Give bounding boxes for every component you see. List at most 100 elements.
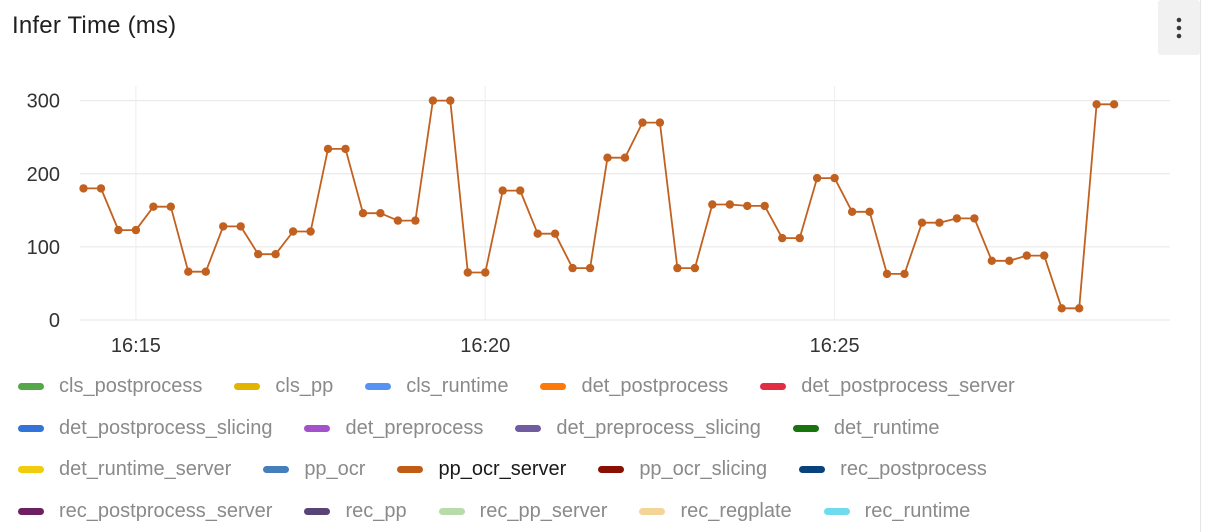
legend-label: det_runtime [833, 416, 940, 439]
data-point [131, 225, 141, 235]
data-point [830, 173, 839, 183]
legend-label: det_postprocess [581, 375, 729, 398]
legend-label: det_preprocess [345, 416, 484, 439]
data-point [428, 96, 438, 105]
legend-label: rec_pp_server [479, 499, 608, 522]
data-point [323, 144, 333, 154]
legend-item-pp_ocr_slicing[interactable]: pp_ocr_slicing [598, 458, 767, 481]
y-tick-label: 200 [27, 164, 60, 186]
legend-label: pp_ocr_server [438, 458, 567, 481]
legend-item-det_runtime[interactable]: det_runtime [792, 416, 940, 440]
legend-swatch [397, 466, 424, 474]
legend-swatch [598, 466, 625, 474]
data-point [1022, 251, 1031, 260]
data-point [725, 200, 734, 209]
data-point [149, 202, 158, 211]
data-point [847, 207, 857, 216]
legend-item-pp_ocr[interactable]: pp_ocr [263, 458, 365, 481]
data-point [393, 216, 403, 225]
data-point [795, 233, 804, 243]
legend-label: pp_ocr_slicing [639, 458, 768, 481]
legend-item-rec_pp[interactable]: rec_pp [304, 500, 407, 523]
legend-item-det_postprocess_slicing[interactable]: det_postprocess_slicing [18, 417, 272, 440]
legend-swatch [760, 383, 787, 391]
legend-item-rec_pp_server[interactable]: rec_pp_server [438, 499, 608, 523]
data-point [778, 233, 787, 243]
legend-item-det_preprocess_slicing[interactable]: det_preprocess_slicing [515, 417, 761, 440]
data-point [306, 227, 315, 236]
legend-item-det_postprocess_server[interactable]: det_postprocess_server [760, 375, 1015, 398]
data-point [935, 218, 944, 227]
data-point [219, 222, 228, 231]
legend-item-rec_postprocess_server[interactable]: rec_postprocess_server [18, 500, 272, 523]
legend-item-cls_runtime[interactable]: cls_runtime [365, 375, 508, 398]
data-point [812, 173, 822, 183]
legend-label: rec_postprocess_server [59, 499, 273, 522]
panel-menu-button[interactable] [1158, 0, 1200, 55]
legend-swatch [304, 507, 331, 515]
legend-row: rec_postprocess_server rec_pp rec_pp_serve… [18, 491, 1198, 532]
data-point [463, 268, 472, 277]
legend-swatch [515, 424, 542, 432]
legend-row: cls_postprocess cls_pp cls_runtime det_post… [18, 366, 1198, 408]
legend-swatch [234, 383, 261, 391]
legend-item-cls_pp[interactable]: cls_pp [234, 375, 333, 398]
legend-swatch [639, 507, 666, 515]
data-point [271, 250, 280, 259]
y-tick-label: 300 [27, 91, 60, 113]
data-point [760, 201, 769, 211]
legend-swatch [18, 466, 44, 474]
legend-item-det_postprocess[interactable]: det_postprocess [540, 375, 728, 398]
legend-label: rec_regplate [680, 499, 792, 522]
legend-label: rec_postprocess [840, 458, 987, 481]
chart-legend: cls_postprocess cls_pp cls_runtime det_post… [18, 366, 1198, 532]
y-tick-label: 0 [49, 310, 60, 332]
legend-swatch [18, 507, 44, 515]
legend-swatch [18, 383, 44, 391]
legend-label: det_postprocess_server [801, 375, 1015, 398]
data-point [1057, 304, 1066, 313]
legend-label: pp_ocr [304, 458, 366, 481]
legend-item-det_runtime_server[interactable]: det_runtime_server [18, 458, 231, 481]
data-point [184, 267, 193, 276]
data-point [690, 263, 700, 273]
data-point [1040, 251, 1049, 260]
data-point [603, 153, 612, 162]
x-tick-label: 16:20 [460, 335, 510, 357]
legend-label: cls_runtime [406, 375, 509, 398]
data-point [481, 268, 490, 277]
legend-swatch [438, 507, 465, 515]
data-point [882, 269, 892, 279]
data-point [376, 209, 385, 218]
legend-item-rec_postprocess[interactable]: rec_postprocess [799, 458, 987, 481]
legend-item-cls_postprocess[interactable]: cls_postprocess [18, 375, 202, 398]
grid [80, 86, 1170, 321]
data-point [236, 222, 245, 231]
legend-row: det_runtime_server pp_ocr pp_ocr_server pp_… [18, 449, 1198, 491]
legend-swatch [18, 424, 44, 432]
legend-item-pp_ocr_server[interactable]: pp_ocr_server [397, 458, 566, 481]
legend-item-rec_runtime[interactable]: rec_runtime [823, 500, 970, 523]
legend-item-rec_regplate[interactable]: rec_regplate [639, 499, 792, 523]
x-tick-label: 16:25 [810, 335, 860, 357]
legend-label: cls_pp [275, 375, 334, 398]
data-point [550, 229, 560, 238]
data-point [708, 200, 717, 209]
data-point [1005, 256, 1014, 265]
legend-swatch [792, 424, 819, 432]
data-point [166, 202, 175, 211]
chart-svg: 0 100 200 300 16:15 16:20 16:25 [27, 86, 1170, 357]
line-chart[interactable]: 0 100 200 300 16:15 16:20 16:25 [0, 70, 1200, 370]
legend-item-det_preprocess[interactable]: det_preprocess [304, 417, 483, 440]
data-point [1075, 304, 1084, 313]
data-point [79, 184, 88, 193]
data-point [201, 267, 210, 276]
data-point [358, 209, 368, 218]
y-tick-label: 100 [27, 237, 60, 259]
legend-swatch [263, 466, 290, 474]
data-point [411, 216, 420, 225]
data-point [673, 263, 682, 273]
series-line-pp_ocr_server [83, 99, 1115, 310]
data-point [446, 96, 455, 105]
data-point [533, 229, 542, 238]
